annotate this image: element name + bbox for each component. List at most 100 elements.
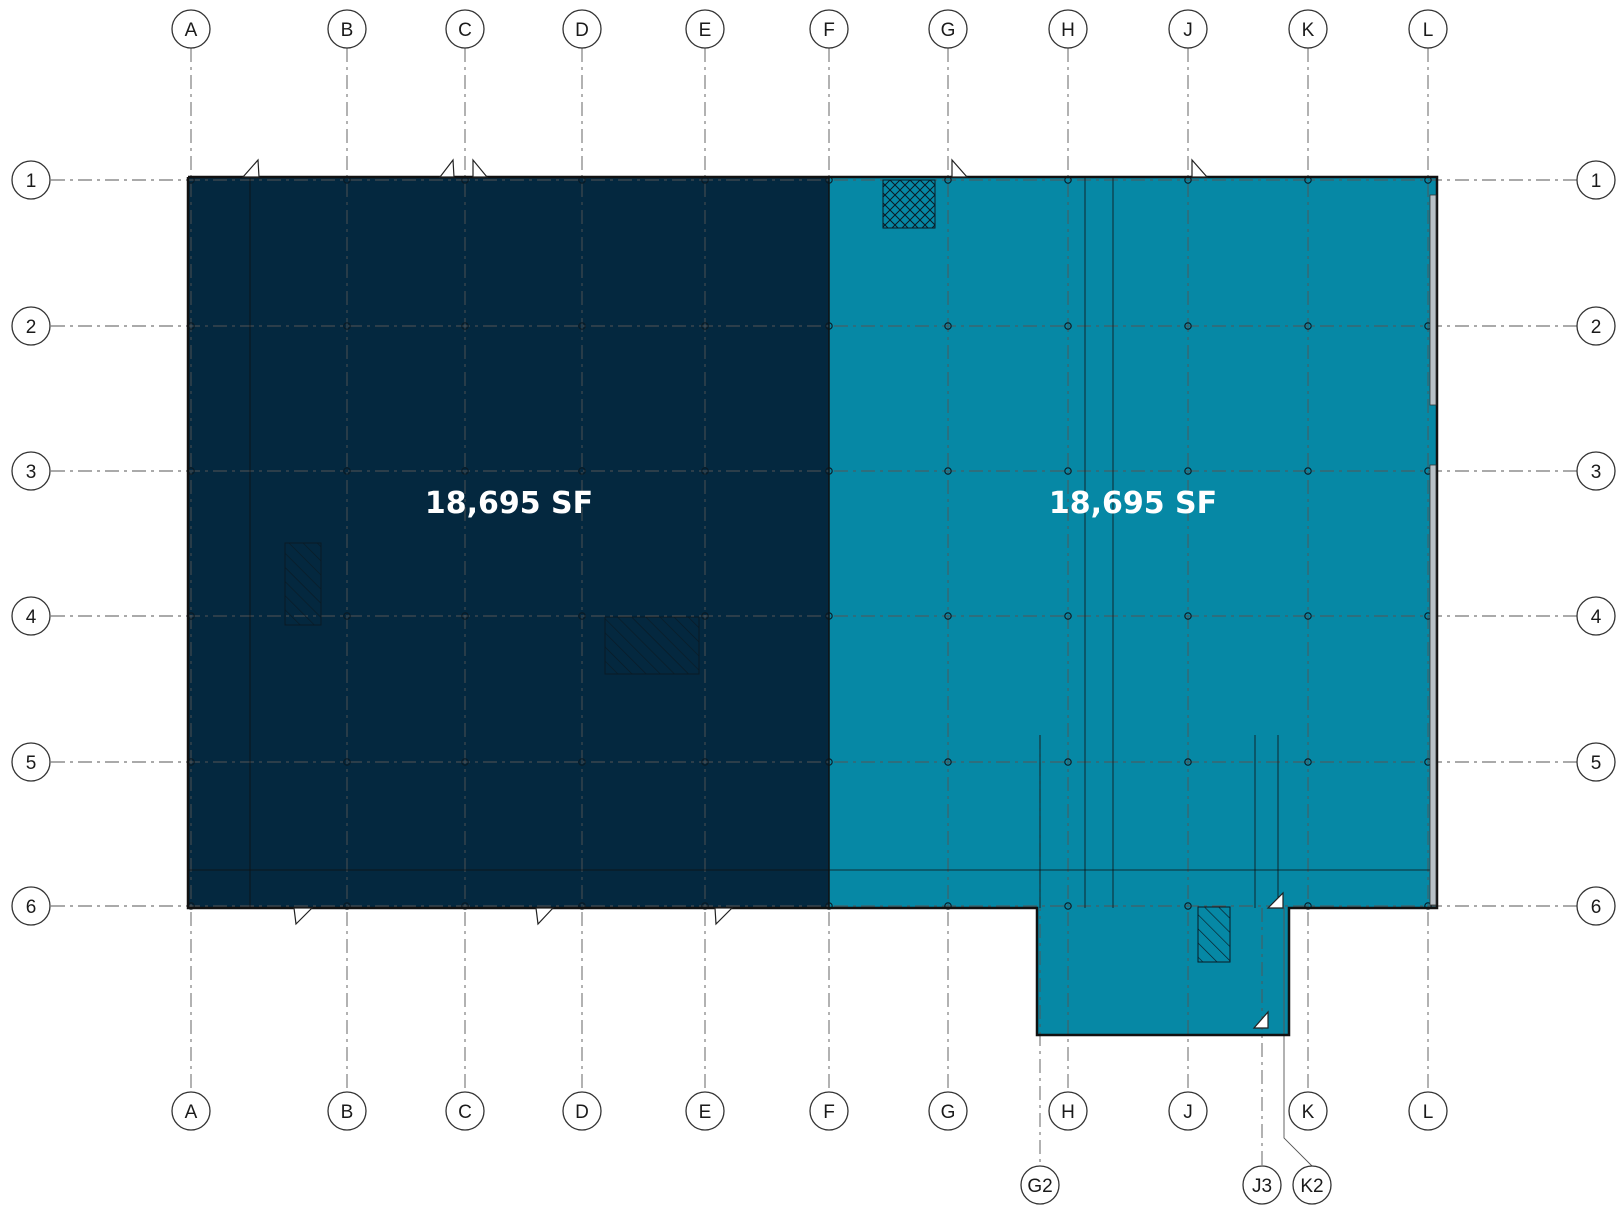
structural-column <box>1064 322 1072 330</box>
grid-bubble-row-3-label: 3 <box>26 462 37 483</box>
grid-bubble-row-4: 4 <box>11 596 51 636</box>
grid-bubble-column-a: A <box>171 9 211 49</box>
structural-column <box>1184 758 1192 766</box>
structural-column <box>461 322 469 330</box>
structural-column <box>701 322 709 330</box>
space-west[interactable] <box>188 177 829 908</box>
hatched-area <box>284 542 322 626</box>
structural-column <box>578 612 586 620</box>
grid-bubble-secondary-g2-label: G2 <box>1027 1176 1052 1197</box>
grid-bubble-column-l: L <box>1408 9 1448 49</box>
structural-column <box>944 758 952 766</box>
grid-bubble-secondary-g2: G2 <box>1020 1165 1060 1205</box>
grid-bubble-column-e-label: E <box>699 1102 712 1123</box>
grid-bubble-column-f-label: F <box>823 1102 835 1123</box>
grid-bubble-column-h: H <box>1048 1091 1088 1131</box>
grid-bubble-column-f: F <box>809 1091 849 1131</box>
grid-bubble-column-c: C <box>445 1091 485 1131</box>
grid-bubble-row-3: 3 <box>1576 451 1616 491</box>
structural-column <box>1064 612 1072 620</box>
grid-bubble-secondary-j3-label: J3 <box>1252 1176 1272 1197</box>
grid-bubble-column-j: J <box>1168 9 1208 49</box>
grid-bubble-column-j: J <box>1168 1091 1208 1131</box>
hatched-area <box>604 616 700 675</box>
grid-bubble-column-g-label: G <box>941 1102 956 1123</box>
grid-bubble-column-e: E <box>685 9 725 49</box>
grid-bubble-column-l-label: L <box>1423 1102 1434 1123</box>
hatched-area <box>1197 906 1231 963</box>
structural-column <box>578 322 586 330</box>
grid-bubble-column-c-label: C <box>458 20 472 41</box>
grid-bubble-column-a-label: A <box>185 1102 198 1123</box>
grid-bubble-column-k-label: K <box>1302 20 1315 41</box>
grid-bubbles: A A B B C C D D E E F F G G H H J J K K L L 1 1 2 2 3 3 4 4 5 5 6 6 G2 J3 K2 <box>11 9 1616 1205</box>
structural-column <box>1064 467 1072 475</box>
grid-bubble-column-a-label: A <box>185 20 198 41</box>
grid-bubble-column-e-label: E <box>699 20 712 41</box>
structural-column <box>701 758 709 766</box>
structural-column <box>1064 902 1072 910</box>
structural-column <box>1304 322 1312 330</box>
grid-bubble-secondary-k2-label: K2 <box>1300 1176 1323 1197</box>
structural-column <box>343 758 351 766</box>
grid-bubble-row-6-label: 6 <box>1591 897 1602 918</box>
grid-bubble-column-d-label: D <box>575 20 589 41</box>
grid-bubble-row-6: 6 <box>1576 886 1616 926</box>
structural-column <box>1304 758 1312 766</box>
structural-column <box>578 758 586 766</box>
grid-bubble-column-h-label: H <box>1061 1102 1075 1123</box>
grid-bubble-column-g: G <box>928 1091 968 1131</box>
grid-bubble-column-d-label: D <box>575 1102 589 1123</box>
grid-lines <box>51 48 1577 1167</box>
window-strip <box>1429 194 1437 406</box>
space-east[interactable] <box>829 177 1437 1035</box>
structural-column <box>944 612 952 620</box>
grid-bubble-column-l: L <box>1408 1091 1448 1131</box>
grid-bubble-column-f: F <box>809 9 849 49</box>
grid-bubble-column-b-label: B <box>341 20 354 41</box>
grid-bubble-row-5: 5 <box>1576 742 1616 782</box>
grid-bubble-row-3-label: 3 <box>1591 462 1602 483</box>
structural-column <box>461 467 469 475</box>
grid-bubble-row-4: 4 <box>1576 596 1616 636</box>
grid-bubble-column-g-label: G <box>941 20 956 41</box>
space-west-area-label: 18,695 SF <box>425 486 593 521</box>
grid-bubble-column-d: D <box>562 1091 602 1131</box>
grid-bubble-row-5-label: 5 <box>1591 753 1602 774</box>
structural-column <box>701 612 709 620</box>
grid-bubble-column-b-label: B <box>341 1102 354 1123</box>
structural-column <box>1304 467 1312 475</box>
grid-bubble-column-k: K <box>1288 1091 1328 1131</box>
grid-bubble-secondary-k2: K2 <box>1292 1165 1332 1205</box>
structural-column <box>578 467 586 475</box>
structural-column <box>701 467 709 475</box>
grid-bubble-row-2-label: 2 <box>26 317 37 338</box>
grid-bubble-row-4-label: 4 <box>26 607 37 628</box>
window-strip <box>1429 464 1437 906</box>
grid-bubble-column-d: D <box>562 9 602 49</box>
grid-bubble-row-6: 6 <box>11 886 51 926</box>
structural-column <box>1184 612 1192 620</box>
grid-bubble-column-c: C <box>445 9 485 49</box>
structural-column <box>343 467 351 475</box>
grid-bubble-column-c-label: C <box>458 1102 472 1123</box>
grid-bubble-row-1: 1 <box>11 160 51 200</box>
structural-column <box>1064 758 1072 766</box>
grid-bubble-row-2: 2 <box>11 306 51 346</box>
grid-bubble-column-e: E <box>685 1091 725 1131</box>
structural-column <box>944 467 952 475</box>
structural-column <box>343 322 351 330</box>
grid-bubble-row-4-label: 4 <box>1591 607 1602 628</box>
structural-column <box>944 322 952 330</box>
grid-bubble-column-a: A <box>171 1091 211 1131</box>
grid-line-secondary <box>1283 908 1313 1167</box>
structural-column <box>1184 467 1192 475</box>
grid-bubble-column-b: B <box>327 1091 367 1131</box>
space-east-area-label: 18,695 SF <box>1049 486 1217 521</box>
grid-bubble-row-5-label: 5 <box>26 753 37 774</box>
crosshatched-area <box>882 179 936 229</box>
grid-bubble-row-1-label: 1 <box>1591 171 1602 192</box>
grid-bubble-row-1-label: 1 <box>26 171 37 192</box>
structural-column <box>343 612 351 620</box>
door-swings <box>241 158 1284 1029</box>
